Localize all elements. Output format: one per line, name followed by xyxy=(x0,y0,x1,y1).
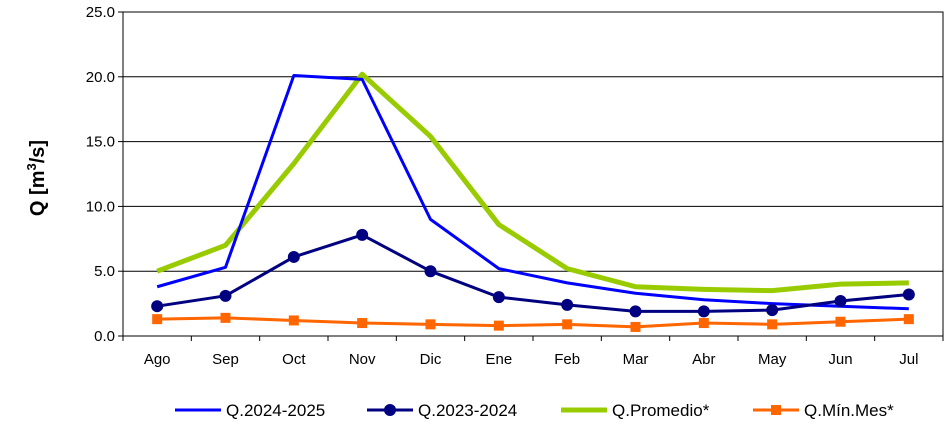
data-point xyxy=(219,289,232,302)
y-tick-label: 20.0 xyxy=(86,69,115,86)
series-0 xyxy=(156,74,909,311)
series-line xyxy=(157,316,909,329)
y-tick-label: 25.0 xyxy=(86,4,115,21)
legend-item: Q.2023-2024 xyxy=(367,401,517,420)
series-line xyxy=(156,74,909,311)
data-point xyxy=(697,305,710,318)
data-point xyxy=(767,319,778,330)
y-axis-ticks: 0.0 5.0 10.0 15.0 20.0 25.0 xyxy=(86,4,123,345)
y-tick-label: 15.0 xyxy=(86,134,115,151)
x-tick-label: Abr xyxy=(692,351,715,368)
x-tick-label: Jun xyxy=(828,351,852,368)
data-point xyxy=(287,250,300,263)
legend-label: Q.2023-2024 xyxy=(418,401,517,420)
data-point xyxy=(835,316,846,327)
x-tick-label: Nov xyxy=(349,351,376,368)
y-tick-label: 10.0 xyxy=(86,198,115,215)
x-axis-ticks: Ago Sep Oct Nov Dic Ene Feb Mar Abr May Jun Jul xyxy=(122,336,944,368)
data-point xyxy=(356,228,369,241)
data-point xyxy=(561,298,574,311)
x-tick-label: Jul xyxy=(899,351,918,368)
data-point xyxy=(834,295,847,308)
data-point xyxy=(357,318,368,329)
legend-label: Q.Mín.Mes* xyxy=(804,401,894,420)
x-tick-label: Oct xyxy=(282,351,306,368)
x-tick-label: Ago xyxy=(144,351,171,368)
plot-frame xyxy=(122,11,944,337)
data-point xyxy=(425,319,436,330)
x-tick-label: Sep xyxy=(212,351,239,368)
series-line xyxy=(156,233,909,313)
data-point xyxy=(492,291,505,304)
y-tick-label: 5.0 xyxy=(94,263,115,280)
data-point xyxy=(630,321,641,332)
x-tick-label: Ene xyxy=(485,351,512,368)
series-line xyxy=(156,71,909,294)
data-point xyxy=(902,288,915,301)
gridlines xyxy=(123,76,943,272)
series-1 xyxy=(151,228,915,318)
legend-item: Q.2024-2025 xyxy=(175,401,325,420)
data-point xyxy=(698,318,709,329)
legend-item: Q.Promedio* xyxy=(561,401,710,420)
data-point xyxy=(424,265,437,278)
legend-item: Q.Mín.Mes* xyxy=(753,401,894,420)
x-tick-label: May xyxy=(758,351,787,368)
legend-marker xyxy=(384,404,396,416)
data-point xyxy=(288,315,299,326)
data-point xyxy=(903,314,914,325)
x-tick-label: Dic xyxy=(420,351,442,368)
data-point xyxy=(152,314,163,325)
series-2 xyxy=(156,71,909,294)
data-point xyxy=(151,300,164,313)
legend-label: Q.Promedio* xyxy=(612,401,710,420)
x-tick-label: Mar xyxy=(623,351,649,368)
data-point xyxy=(220,312,231,323)
legend-marker xyxy=(771,405,781,415)
x-tick-label: Feb xyxy=(554,351,580,368)
legend-label: Q.2024-2025 xyxy=(226,401,325,420)
data-point xyxy=(493,320,504,331)
series-3 xyxy=(152,312,914,332)
data-point xyxy=(562,319,573,330)
y-axis-label: Q [m3/s] xyxy=(24,140,49,216)
legend: Q.2024-2025 Q.2023-2024 Q.Promedio* Q.Mín.M… xyxy=(175,401,894,420)
y-tick-label: 0.0 xyxy=(94,328,115,345)
data-point xyxy=(629,305,642,318)
data-point xyxy=(766,304,779,317)
series-group xyxy=(151,71,915,332)
